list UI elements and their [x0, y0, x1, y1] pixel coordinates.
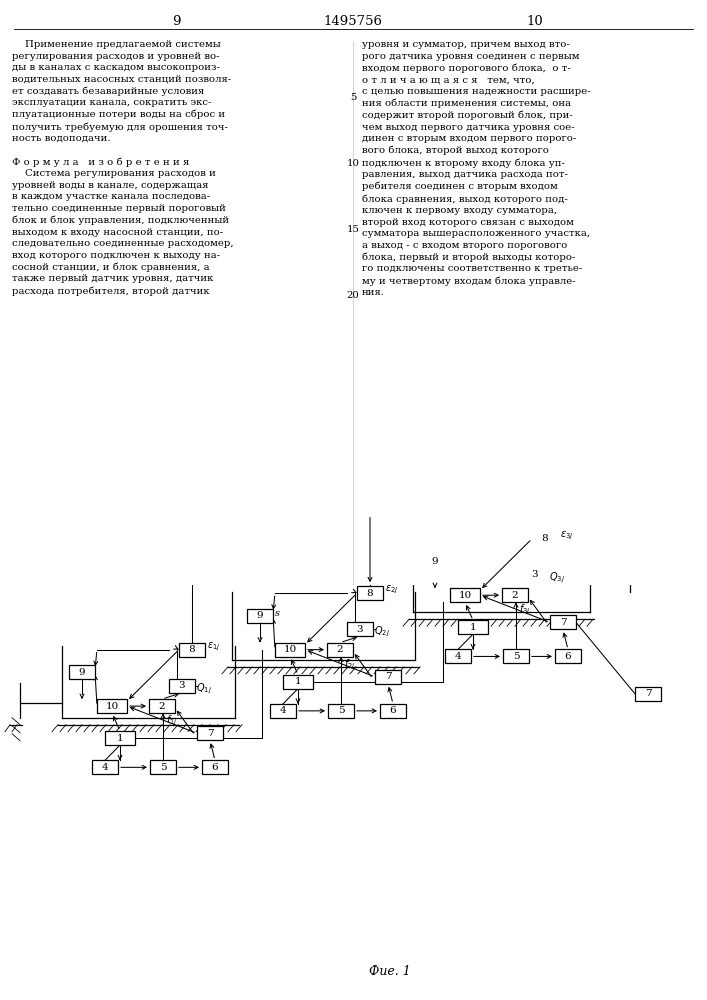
- Text: 1: 1: [117, 734, 123, 743]
- Text: 7: 7: [206, 729, 214, 738]
- Bar: [105, 731, 135, 745]
- Bar: [450, 588, 480, 602]
- Bar: [150, 760, 176, 774]
- Bar: [635, 687, 661, 701]
- Text: $\varepsilon_{3j}$: $\varepsilon_{3j}$: [560, 530, 573, 542]
- Text: $\varepsilon_{2j}$: $\varepsilon_{2j}$: [385, 584, 399, 596]
- Bar: [550, 615, 576, 629]
- Text: 10: 10: [105, 702, 119, 711]
- Bar: [445, 649, 471, 663]
- Text: 6: 6: [390, 706, 397, 715]
- Text: $\varepsilon_{1j}$: $\varepsilon_{1j}$: [207, 640, 221, 653]
- Text: 4: 4: [102, 763, 108, 772]
- Text: 15: 15: [346, 225, 359, 234]
- Text: s: s: [275, 609, 280, 618]
- Bar: [97, 699, 127, 713]
- Bar: [380, 704, 406, 718]
- Text: $Q_{3j}$: $Q_{3j}$: [549, 571, 565, 585]
- Bar: [179, 643, 205, 657]
- Bar: [532, 532, 558, 546]
- Text: уровня и сумматор, причем выход вто-
рого датчика уровня соединен с первым
входо: уровня и сумматор, причем выход вто- рог…: [362, 40, 590, 297]
- Bar: [375, 670, 401, 684]
- Text: 3: 3: [532, 570, 538, 579]
- Bar: [327, 643, 353, 657]
- Text: 4: 4: [280, 706, 286, 715]
- Bar: [69, 665, 95, 679]
- Text: 7: 7: [645, 689, 651, 698]
- Bar: [422, 554, 448, 568]
- Bar: [149, 699, 175, 713]
- Text: 2: 2: [158, 702, 165, 711]
- Bar: [92, 760, 118, 774]
- Text: 8: 8: [189, 645, 195, 654]
- Text: 6: 6: [211, 763, 218, 772]
- Text: 2: 2: [512, 591, 518, 600]
- Text: 3: 3: [179, 681, 185, 690]
- Text: 8: 8: [542, 534, 549, 543]
- Text: $f_{2j}$: $f_{2j}$: [344, 657, 356, 672]
- Text: 20: 20: [346, 291, 359, 300]
- Text: 7: 7: [385, 672, 391, 681]
- Bar: [357, 586, 383, 600]
- Text: 10: 10: [527, 15, 544, 28]
- Text: $Q_{2j}$: $Q_{2j}$: [374, 625, 390, 639]
- Text: 8: 8: [367, 589, 373, 598]
- Text: 5: 5: [513, 652, 520, 661]
- Text: 10: 10: [458, 591, 472, 600]
- Bar: [275, 643, 305, 657]
- Text: 10: 10: [284, 645, 297, 654]
- Text: 5: 5: [350, 93, 356, 102]
- Text: 9: 9: [257, 611, 263, 620]
- Bar: [270, 704, 296, 718]
- Bar: [522, 568, 548, 582]
- Bar: [555, 649, 581, 663]
- Bar: [169, 679, 195, 693]
- Text: 9: 9: [78, 668, 86, 677]
- Text: $f_{3j}$: $f_{3j}$: [519, 603, 531, 617]
- Text: 10: 10: [346, 159, 359, 168]
- Text: 1: 1: [295, 677, 301, 686]
- Bar: [347, 622, 373, 636]
- Text: 9: 9: [432, 557, 438, 566]
- Bar: [283, 675, 313, 689]
- Bar: [328, 704, 354, 718]
- Text: 6: 6: [565, 652, 571, 661]
- Text: $Q_{1j}$: $Q_{1j}$: [196, 681, 212, 696]
- Text: 5: 5: [160, 763, 166, 772]
- Bar: [458, 620, 488, 634]
- Text: 9: 9: [172, 15, 180, 28]
- Text: 1495756: 1495756: [324, 15, 382, 28]
- Bar: [503, 649, 529, 663]
- Text: 2: 2: [337, 645, 344, 654]
- Bar: [197, 726, 223, 740]
- Text: $f_{1j}$: $f_{1j}$: [166, 714, 177, 728]
- Text: 4: 4: [455, 652, 461, 661]
- Text: 1: 1: [469, 623, 477, 632]
- Text: 3: 3: [357, 625, 363, 634]
- Text: Фие. 1: Фие. 1: [369, 965, 411, 978]
- Text: 5: 5: [338, 706, 344, 715]
- Bar: [202, 760, 228, 774]
- Text: Применение предлагаемой системы
регулирования расходов и уровней во-
ды в канала: Применение предлагаемой системы регулиро…: [12, 40, 233, 296]
- Text: 7: 7: [560, 618, 566, 627]
- Bar: [247, 609, 273, 623]
- Bar: [502, 588, 528, 602]
